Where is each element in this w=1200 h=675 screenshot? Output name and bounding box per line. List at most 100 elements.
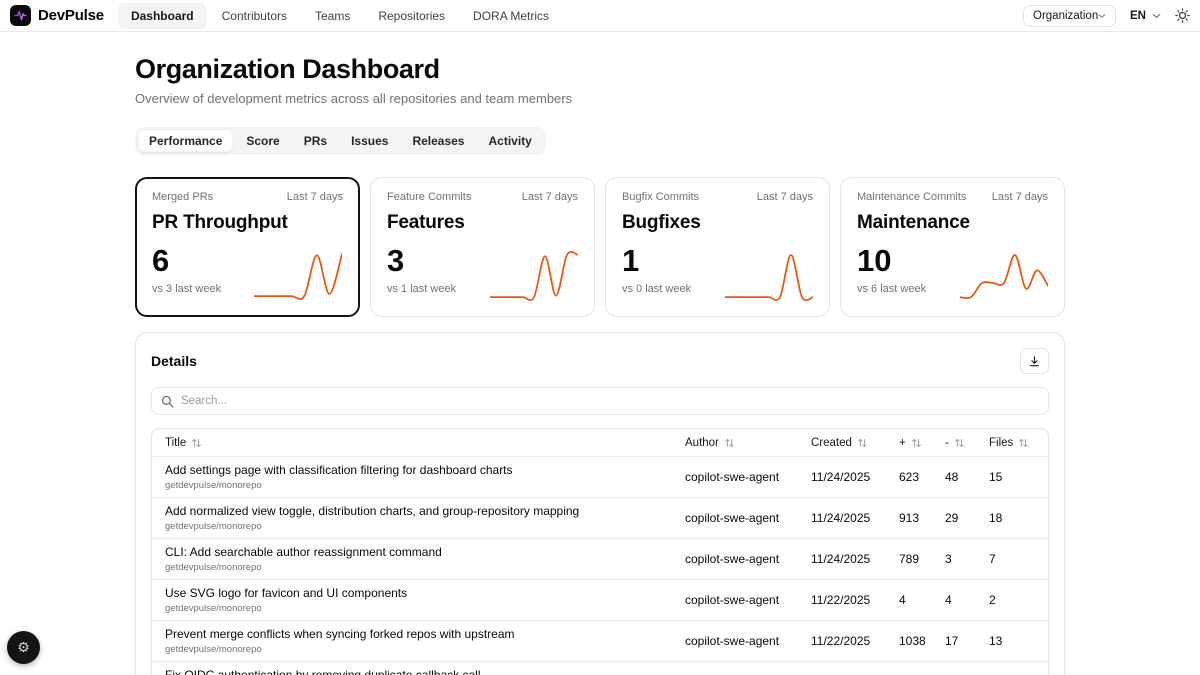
details-title: Details — [151, 353, 197, 369]
table-row[interactable]: Add settings page with classification fi… — [152, 456, 1048, 497]
commit-additions: 913 — [899, 511, 920, 525]
page-subtitle: Overview of development metrics across a… — [135, 91, 573, 106]
commit-deletions: 13 — [938, 669, 982, 675]
settings-fab[interactable]: ⚙ — [7, 631, 40, 664]
sun-icon — [1175, 8, 1190, 23]
card-title: Bugfixes — [622, 212, 701, 233]
commit-repo: getdevpulse/monorepo — [165, 644, 262, 655]
table-row[interactable]: Fix OIDC authentication by removing dupl… — [152, 661, 1048, 675]
card-title: PR Throughput — [152, 212, 288, 233]
nav-item-repositories[interactable]: Repositories — [365, 3, 458, 29]
chevron-down-icon — [1098, 13, 1106, 18]
card-value: 6 — [152, 243, 170, 278]
card-period-label: Last 7 days — [521, 191, 578, 203]
language-select-value: EN — [1130, 9, 1146, 22]
sparkline-chart — [254, 253, 342, 300]
card-comparison: vs 3 last week — [152, 283, 222, 295]
brand[interactable]: DevPulse — [10, 5, 104, 26]
top-nav: DevPulse Dashboard Contributors Teams Repos… — [0, 0, 1200, 32]
card-value: 1 — [622, 243, 640, 278]
download-button[interactable] — [1020, 348, 1049, 374]
brand-name: DevPulse — [38, 7, 104, 24]
commit-title: Add normalized view toggle, distribution… — [165, 504, 580, 518]
table-row[interactable]: Use SVG logo for favicon and UI componen… — [152, 579, 1048, 620]
commit-title: Add settings page with classification fi… — [165, 463, 513, 477]
column-header-title[interactable]: Title — [158, 437, 678, 449]
devpulse-logo-icon — [10, 5, 31, 26]
gear-icon: ⚙ — [17, 639, 30, 655]
tab-issues[interactable]: Issues — [340, 130, 399, 152]
tab-performance[interactable]: Performance — [138, 130, 234, 152]
search-input[interactable] — [151, 387, 1049, 415]
card-metric-label: Feature Commits — [387, 191, 472, 203]
metric-card-maintenance[interactable]: Maintenance Commits Last 7 days Maintenanc… — [840, 177, 1065, 317]
table-row[interactable]: Prevent merge conflicts when syncing for… — [152, 620, 1048, 661]
page-title: Organization Dashboard — [135, 54, 440, 84]
sparkline-chart — [490, 251, 578, 301]
metric-card-features[interactable]: Feature Commits Last 7 days Features 3 vs 1 … — [370, 177, 595, 317]
commit-repo: getdevpulse/monorepo — [165, 521, 262, 532]
commit-author: copilot-swe-agent — [685, 593, 780, 607]
tab-activity[interactable]: Activity — [477, 130, 542, 152]
commit-created: 11/22/2025 — [811, 593, 871, 607]
commit-created: 11/24/2025 — [811, 552, 871, 566]
commit-files: 2 — [989, 593, 996, 607]
commits-table: Title Author Created + - Files Add settings pa… — [151, 428, 1049, 675]
card-value: 10 — [857, 243, 892, 278]
commit-author: copilot-swe-agent — [685, 552, 780, 566]
commit-repo: getdevpulse/monorepo — [165, 603, 262, 614]
card-comparison: vs 0 last week — [622, 283, 692, 295]
commit-additions: 789 — [899, 552, 920, 566]
table-row[interactable]: CLI: Add searchable author reassignment … — [152, 538, 1048, 579]
sort-icon — [911, 438, 921, 447]
commit-title: CLI: Add searchable author reassignment … — [165, 545, 442, 559]
theme-toggle-button[interactable] — [1175, 8, 1190, 23]
column-header-author[interactable]: Author — [678, 437, 804, 449]
card-period-label: Last 7 days — [286, 191, 343, 203]
commit-repo: getdevpulse/monorepo — [165, 562, 262, 573]
commit-author: copilot-swe-agent — [685, 470, 780, 484]
search-icon — [161, 395, 174, 408]
organization-select[interactable]: Organization — [1023, 4, 1117, 27]
card-period-label: Last 7 days — [756, 191, 813, 203]
table-header-row: Title Author Created + - Files — [152, 429, 1048, 456]
commit-files: 18 — [989, 511, 1003, 525]
sort-icon — [858, 438, 867, 447]
card-title: Maintenance — [857, 212, 970, 233]
metric-card-pr-throughput[interactable]: Merged PRs Last 7 days PR Throughput 6 vs 3 … — [135, 177, 360, 317]
commit-created: 11/22/2025 — [811, 634, 871, 648]
commit-title: Prevent merge conflicts when syncing for… — [165, 627, 515, 641]
commit-created: 11/24/2025 — [811, 511, 871, 525]
commit-repo: getdevpulse/monorepo — [165, 480, 262, 491]
sort-icon — [192, 438, 202, 447]
sparkline-chart — [960, 253, 1048, 300]
nav-item-contributors[interactable]: Contributors — [209, 3, 300, 29]
commit-additions: 538 — [892, 669, 938, 675]
commit-deletions: 48 — [945, 470, 959, 484]
column-header-files[interactable]: Files — [982, 437, 1042, 449]
commit-additions: 1038 — [899, 634, 926, 648]
commit-created: 11/22/2025 — [804, 669, 892, 675]
commit-deletions: 4 — [945, 593, 952, 607]
commit-author: copilot-swe-agent — [685, 634, 780, 648]
commit-files: 15 — [989, 470, 1003, 484]
tab-score[interactable]: Score — [235, 130, 290, 152]
metric-card-bugfixes[interactable]: Bugfix Commits Last 7 days Bugfixes 1 vs 0 l… — [605, 177, 830, 317]
nav-item-dora-metrics[interactable]: DORA Metrics — [460, 3, 562, 29]
commit-deletions: 17 — [945, 634, 959, 648]
column-header-deletions[interactable]: - — [938, 437, 982, 449]
column-header-created[interactable]: Created — [804, 437, 892, 449]
column-header-additions[interactable]: + — [892, 437, 938, 449]
nav-item-dashboard[interactable]: Dashboard — [117, 2, 207, 29]
table-row[interactable]: Add normalized view toggle, distribution… — [152, 497, 1048, 538]
nav-item-teams[interactable]: Teams — [302, 3, 363, 29]
language-select[interactable]: EN — [1130, 10, 1161, 22]
commit-additions: 4 — [899, 593, 906, 607]
commit-deletions: 29 — [945, 511, 959, 525]
card-metric-label: Maintenance Commits — [857, 191, 967, 203]
download-icon — [1030, 355, 1039, 366]
tab-prs[interactable]: PRs — [293, 130, 338, 152]
commit-files: 7 — [989, 552, 996, 566]
tab-releases[interactable]: Releases — [401, 130, 475, 152]
